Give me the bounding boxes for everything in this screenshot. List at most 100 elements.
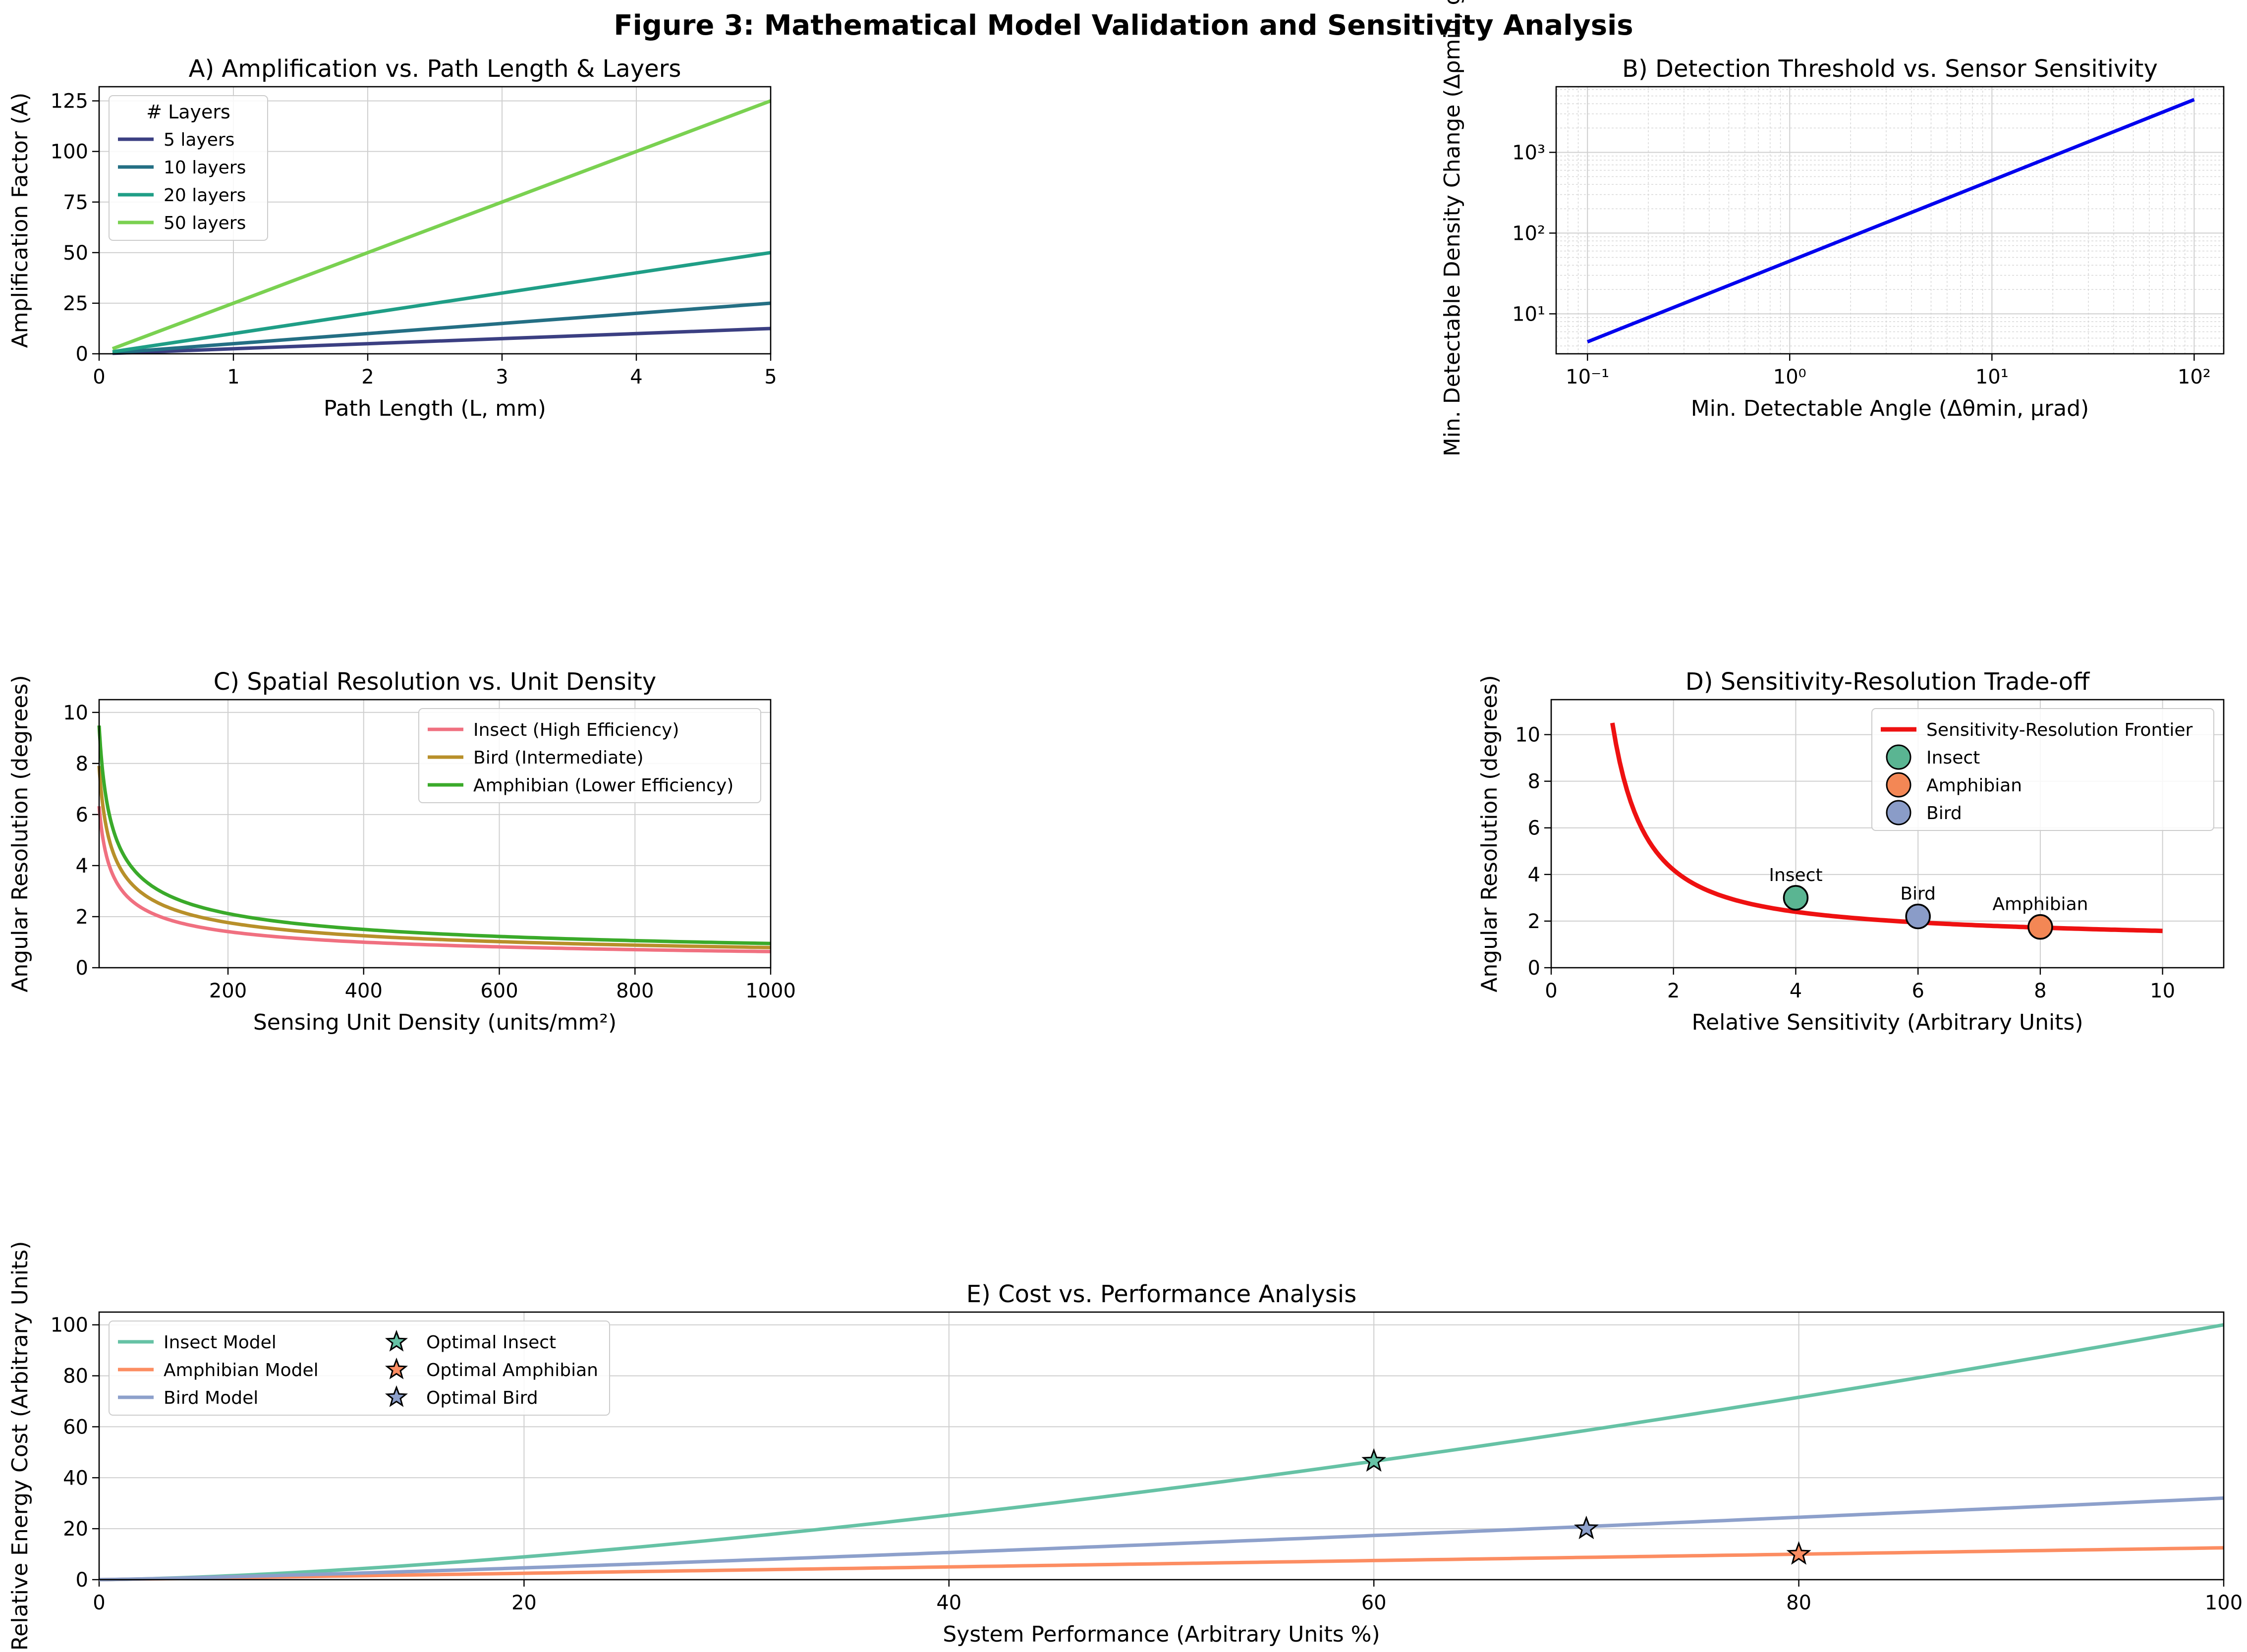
legend-swatch: [385, 1329, 408, 1352]
legend-item-insect-high-efficiency: Insect (High Efficiency): [473, 720, 679, 740]
legend-item-insect-model: Insect Model: [164, 1332, 277, 1353]
y-tick-label: 8: [76, 753, 88, 775]
y-axis-label: Angular Resolution (degrees): [7, 675, 33, 992]
x-tick-label: 800: [616, 980, 654, 1002]
x-tick-label: 100: [2205, 1592, 2243, 1614]
x-tick-label: 3: [496, 366, 508, 388]
legend-item-bird-intermediate: Bird (Intermediate): [473, 748, 644, 768]
y-tick-label: 10¹: [1512, 303, 1545, 326]
frontier-line: [1610, 722, 2163, 934]
legend-swatch: [1886, 800, 1911, 826]
legend-item-amphibian: Amphibian: [1926, 775, 2022, 796]
series-line-insect-model: [99, 1323, 2224, 1582]
legend-swatch: [385, 1357, 408, 1379]
y-tick-label: 75: [63, 191, 88, 214]
series-line-detection: [1586, 98, 2195, 344]
legend-item-10-layers: 10 layers: [164, 158, 246, 178]
y-tick-label: 4: [76, 855, 88, 878]
y-tick-label: 50: [63, 242, 88, 265]
x-tick-label: 0: [1545, 980, 1557, 1002]
legend-title: # Layers: [146, 101, 230, 123]
legend: [418, 708, 761, 803]
series-line-amphibian-lower-efficiency: [97, 724, 771, 945]
y-axis-label: Min. Detectable Density Change (Δρmin, g…: [1440, 0, 1465, 456]
x-tick-label: 8: [2034, 980, 2046, 1002]
axis-title: B) Detection Threshold vs. Sensor Sensit…: [1622, 55, 2158, 83]
y-tick-label: 80: [63, 1365, 88, 1388]
x-axis-label: Relative Sensitivity (Arbitrary Units): [1691, 1010, 2083, 1035]
x-tick-label: 600: [480, 980, 518, 1002]
legend-item-20-layers: 20 layers: [164, 185, 246, 206]
series-line-amphibian-model: [99, 1546, 2224, 1582]
x-tick-label: 1000: [745, 980, 796, 1002]
legend-item-optimal-insect: Optimal Insect: [426, 1332, 556, 1353]
y-tick-label: 60: [63, 1416, 88, 1438]
point-label-bird: Bird: [1900, 884, 1936, 904]
series-line-10-layers: [112, 301, 771, 355]
series-line-5-layers: [112, 327, 771, 355]
x-tick-label: 10: [2150, 980, 2175, 1002]
legend-item-bird: Bird: [1926, 803, 1962, 824]
y-tick-label: 6: [1528, 817, 1540, 840]
y-tick-label: 0: [76, 343, 88, 366]
plot-frame: [98, 699, 772, 969]
legend-swatch: [385, 1385, 408, 1407]
x-axis-label: Min. Detectable Angle (Δθmin, μrad): [1691, 396, 2089, 421]
legend-swatch: [1886, 772, 1911, 798]
x-tick-label: 0: [93, 1592, 105, 1614]
legend: [109, 95, 268, 241]
x-tick-label: 400: [345, 980, 383, 1002]
series-line-50-layers: [112, 99, 772, 351]
y-tick-label: 10²: [1512, 222, 1545, 245]
panel-B: 10⁻¹ 10⁰ 10¹ 10² 10¹ 10² 10³ B) Detection Thres…: [1440, 0, 2225, 456]
legend-item-bird-model: Bird Model: [164, 1388, 258, 1408]
legend-item-optimal-bird: Optimal Bird: [426, 1388, 538, 1408]
y-tick-label: 2: [76, 906, 88, 929]
series-line-insect-high-efficiency: [97, 805, 771, 953]
legend-item-amphibian-lower-efficiency: Amphibian (Lower Efficiency): [473, 775, 733, 796]
x-tick-label: 6: [1911, 980, 1924, 1002]
legend-item-optimal-amphibian: Optimal Amphibian: [426, 1360, 598, 1380]
x-tick-label: 2: [1667, 980, 1680, 1002]
y-tick-label: 20: [63, 1518, 88, 1541]
legend: [109, 1321, 610, 1416]
panel-D: 0 2 4 6 8 10 0 2 4 6 8 10 D) Sensitivity-Resolution …: [1477, 668, 2225, 1035]
y-tick-label: 0: [76, 1569, 88, 1592]
x-axis-label: Sensing Unit Density (units/mm²): [253, 1010, 617, 1035]
x-tick-label: 10⁻¹: [1566, 366, 1609, 388]
y-tick-label: 2: [1528, 910, 1540, 933]
x-tick-label: 80: [1786, 1592, 1811, 1614]
x-axis-label: System Performance (Arbitrary Units %): [943, 1622, 1380, 1647]
legend: [1871, 708, 2214, 831]
x-tick-label: 10⁰: [1773, 366, 1806, 388]
y-axis-label: Relative Energy Cost (Arbitrary Units): [7, 1241, 33, 1651]
x-tick-label: 10¹: [1975, 366, 2009, 388]
x-tick-label: 20: [511, 1592, 537, 1614]
x-tick-label: 1: [227, 366, 239, 388]
x-tick-label: 4: [1790, 980, 1802, 1002]
y-tick-label: 6: [76, 804, 88, 826]
point-label-amphibian: Amphibian: [1992, 894, 2088, 915]
x-tick-label: 4: [630, 366, 642, 388]
legend-swatch: [1886, 744, 1911, 770]
point-label-insect: Insect: [1769, 865, 1822, 885]
legend-item-sensitivity-resolution-frontier: Sensitivity-Resolution Frontier: [1926, 720, 2193, 740]
point-amphibian: [2027, 914, 2053, 940]
x-tick-label: 200: [209, 980, 247, 1002]
point-bird: [1905, 903, 1931, 930]
axis-title: E) Cost vs. Performance Analysis: [966, 1280, 1356, 1308]
y-tick-label: 100: [51, 141, 88, 164]
point-insect: [1783, 885, 1809, 911]
series-line-bird-intermediate: [97, 764, 771, 949]
panel-E: 0 20 40 60 80 100 0 20 40 60 80 100 E) Cost vs. Perf…: [7, 1241, 2243, 1651]
legend-item-5-layers: 5 layers: [164, 130, 234, 150]
y-tick-label: 4: [1528, 864, 1540, 886]
axis-title: C) Spatial Resolution vs. Unit Density: [214, 668, 656, 696]
x-tick-label: 40: [936, 1592, 961, 1614]
figure-title: Figure 3: Mathematical Model Validation …: [614, 9, 1633, 42]
plot-frame: [1550, 699, 2225, 969]
y-tick-label: 10: [1515, 724, 1540, 747]
plot-frame: [1555, 86, 2225, 355]
